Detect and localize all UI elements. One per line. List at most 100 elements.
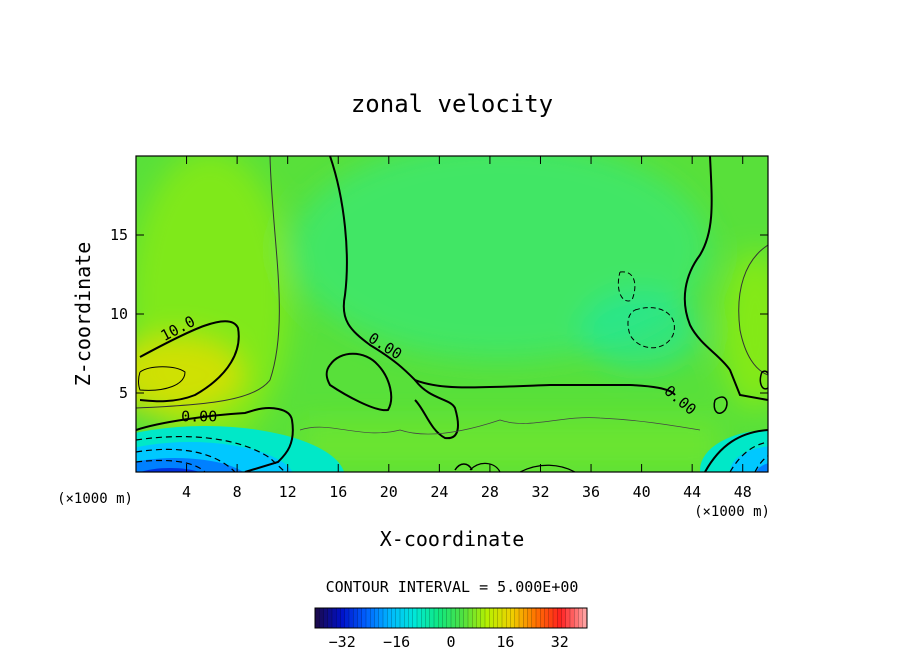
colorbar-swatch [472,608,477,628]
colorbar-tick-label: −32 [329,633,356,651]
colorbar-swatch [514,608,520,628]
colorbar-swatch [502,608,507,628]
contour-10 [139,320,240,403]
colorbar-swatch [438,608,443,628]
colorbar-swatch [485,608,490,628]
contour-lines [136,156,768,472]
colorbar-swatch [553,608,558,628]
colorbar-swatch [451,608,456,628]
colorbar-swatch [319,608,324,628]
colorbar-swatch [574,608,579,628]
colorbar-swatch [361,608,367,628]
y-axis: 5 10 15 [110,226,768,402]
colorbar-swatch [395,608,401,628]
colorbar-swatch [442,608,448,628]
colorbar-swatch [340,608,346,628]
x-tick-label: 36 [582,483,600,501]
colorbar-tick-label: −16 [383,633,410,651]
y-tick-label: 15 [110,226,128,244]
colorbar-swatch [565,608,571,628]
colorbar-swatch [344,608,350,628]
x-tick-label: 32 [531,483,549,501]
colorbar-swatch [446,608,452,628]
colorbar-swatch [434,608,439,628]
colorbar-swatch [408,608,414,628]
colorbar-swatch [383,608,388,628]
colorbar-swatch [519,608,524,628]
contour-zero-left [136,407,294,472]
x-units-right: (×1000 m) [694,504,770,520]
colorbar-swatch [582,608,588,628]
x-tick-label: 4 [182,483,191,501]
colorbar-swatch [323,608,329,628]
field-shading [136,156,768,470]
chart-title: zonal velocity [351,90,553,118]
x-tick-label: 40 [633,483,651,501]
colorbar-swatch [531,608,537,628]
colorbar-swatch [404,608,409,628]
colorbar-swatch [336,608,341,628]
x-tick-label: 16 [329,483,347,501]
x-tick-label: 28 [481,483,499,501]
colorbar-swatch [327,608,333,628]
colorbar-swatch [480,608,486,628]
x-tick-label: 8 [233,483,242,501]
contour-interval-label: CONTOUR INTERVAL = 5.000E+00 [326,578,579,596]
colorbar-swatch [476,608,482,628]
colorbar-swatch [455,608,460,628]
colorbar-swatch [412,608,418,628]
colorbar-tick-label: 16 [496,633,514,651]
x-tick-label: 24 [430,483,448,501]
colorbar-swatch [378,608,384,628]
y-tick-label: 10 [110,305,128,323]
colorbar-swatch [548,608,554,628]
colorbar-swatch [489,608,494,628]
colorbar-tick-label: 32 [551,633,569,651]
colorbar-swatch [493,608,499,628]
colorbar-swatch [400,608,405,628]
colorbar-swatch [540,608,545,628]
colorbar-swatch [459,608,465,628]
y-tick-label: 5 [119,384,128,402]
colorbar-swatch [370,608,375,628]
colorbar-swatch [357,608,363,628]
colorbar-swatch [536,608,541,628]
x-axis: 4 8 12 16 20 24 28 32 36 40 44 48 [182,156,752,501]
colorbar-ticks: −32 −16 0 16 32 [329,633,569,651]
contour-label: 0.00 [181,407,217,425]
colorbar-swatch [527,608,533,628]
negative-region-right [700,430,768,472]
colorbar-swatch [557,608,562,628]
contour-zero-center [329,156,676,396]
colorbar-swatch [332,608,337,628]
colorbar-swatch [463,608,469,628]
colorbar-swatch [429,608,435,628]
colorbar-swatch [570,608,575,628]
colorbar-swatch [349,608,354,628]
colorbar-swatch [353,608,358,628]
y-axis-label: Z-coordinate [71,242,95,387]
colorbar-swatch [425,608,431,628]
colorbar-swatch [497,608,503,628]
colorbar-swatch [523,608,528,628]
x-units-left: (×1000 m) [57,491,133,507]
x-axis-label: X-coordinate [380,527,525,551]
x-tick-label: 44 [683,483,701,501]
colorbar-swatch [417,608,422,628]
colorbar [314,607,588,629]
x-tick-label: 12 [279,483,297,501]
x-tick-label: 48 [734,483,752,501]
colorbar-swatch [510,608,516,628]
negative-region-left [136,426,345,472]
colorbar-swatch [315,608,320,628]
contour-zero-right [683,156,768,401]
colorbar-swatch [366,608,371,628]
colorbar-swatch [421,608,426,628]
colorbar-swatch [468,608,473,628]
plot-area: 10.00.000.000.00 [136,156,768,472]
colorbar-swatch [561,608,567,628]
colorbar-swatch [374,608,380,628]
colorbar-swatch [544,608,550,628]
colorbar-frame [314,607,588,629]
